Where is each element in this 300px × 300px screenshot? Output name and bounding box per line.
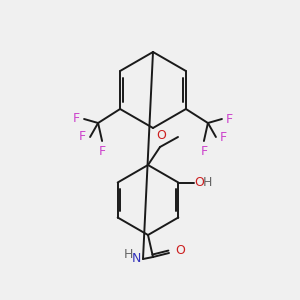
Text: F: F — [79, 130, 86, 143]
Text: H: H — [202, 176, 212, 189]
Text: O: O — [194, 176, 204, 189]
Text: F: F — [73, 112, 80, 125]
Text: F: F — [226, 112, 233, 125]
Text: F: F — [98, 145, 106, 158]
Text: O: O — [156, 129, 166, 142]
Text: H: H — [124, 248, 133, 262]
Text: O: O — [175, 244, 185, 257]
Text: F: F — [220, 130, 227, 143]
Text: F: F — [200, 145, 208, 158]
Text: N: N — [132, 253, 141, 266]
